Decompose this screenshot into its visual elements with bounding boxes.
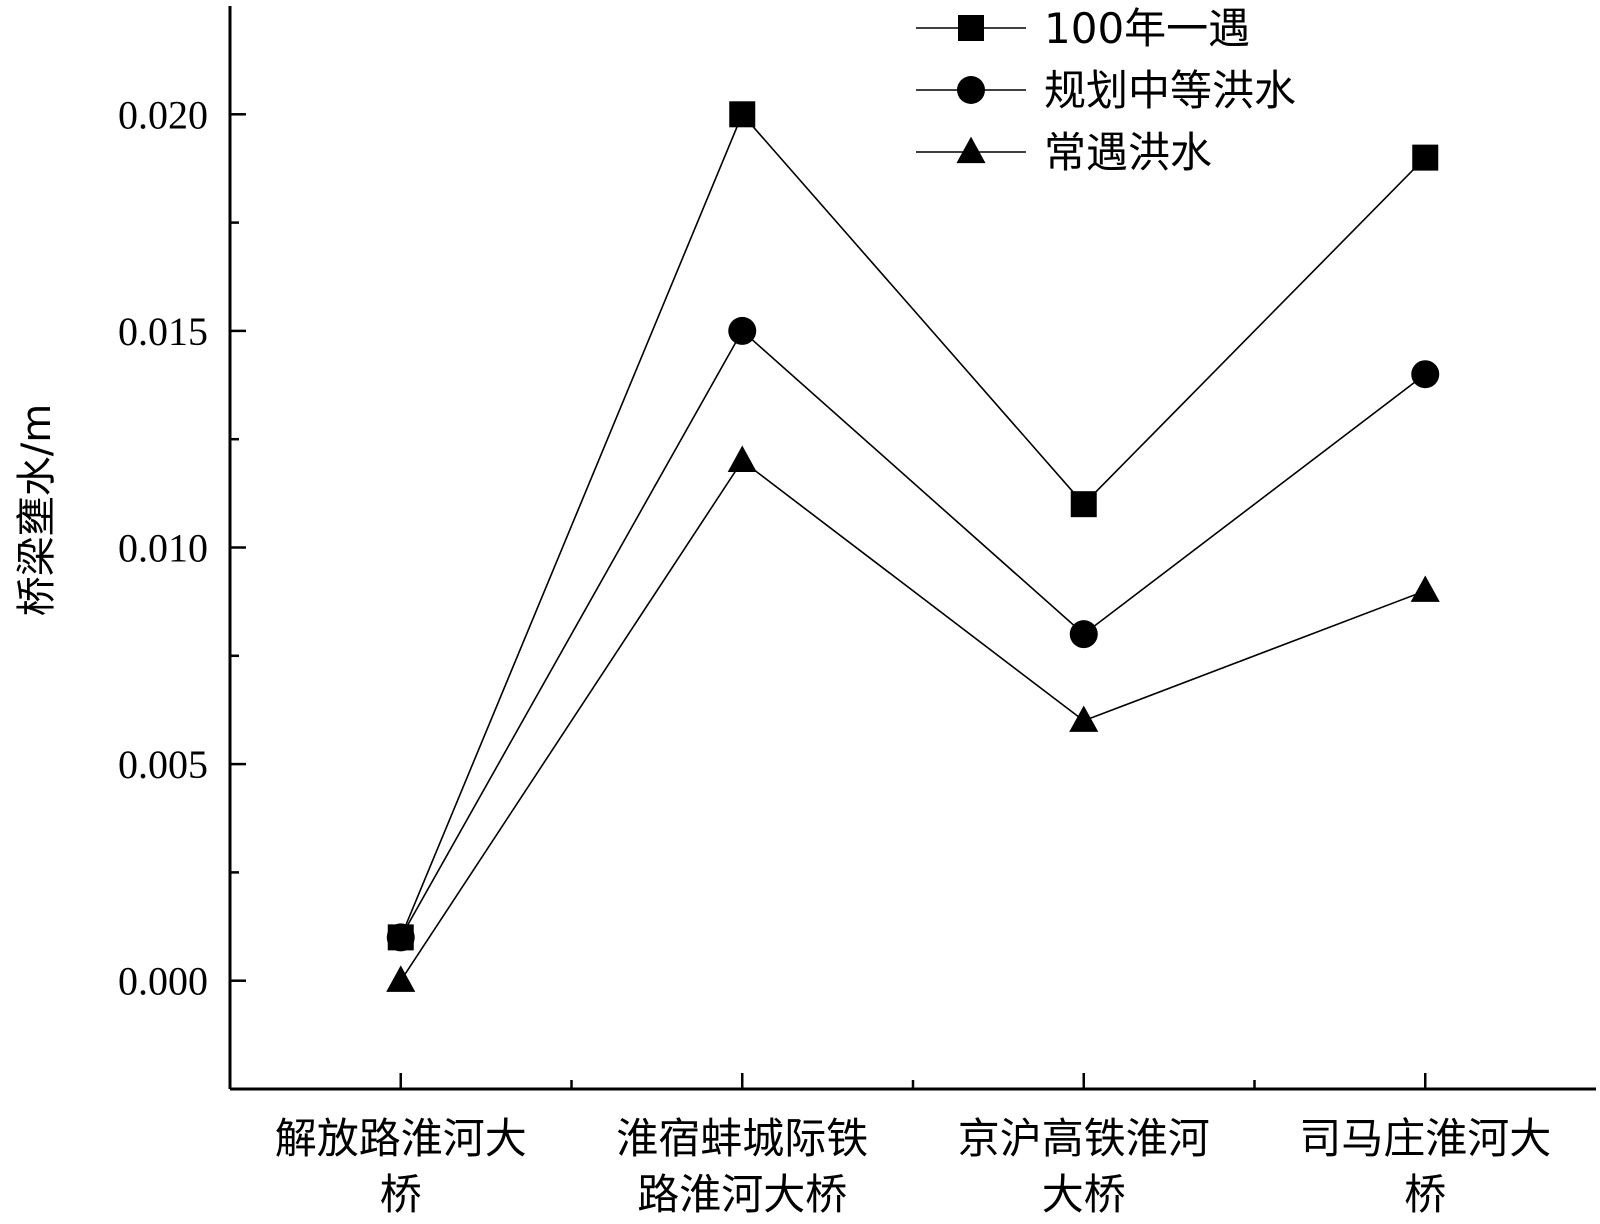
data-point <box>1410 575 1440 602</box>
x-tick-label: 京沪高铁淮河 <box>958 1114 1210 1163</box>
axes: 0.0000.0050.0100.0150.020解放路淮河大桥淮宿蚌城际铁路淮… <box>118 6 1596 1219</box>
legend-label: 规划中等洪水 <box>1044 66 1296 115</box>
data-point <box>729 101 756 128</box>
y-tick-label: 0.000 <box>118 959 208 1004</box>
data-point <box>1069 620 1098 649</box>
series-line <box>400 329 1426 938</box>
legend-item: 常遇洪水 <box>916 128 1212 177</box>
series-layer <box>386 101 1440 992</box>
y-tick-label: 0.005 <box>118 742 208 787</box>
data-point <box>386 965 416 992</box>
legend-item: 规划中等洪水 <box>916 66 1296 115</box>
x-tick-label: 桥 <box>380 1170 422 1219</box>
series-triangle <box>386 445 1440 992</box>
x-tick-label: 淮宿蚌城际铁 <box>616 1114 868 1163</box>
legend-label: 常遇洪水 <box>1044 128 1212 177</box>
legend-marker <box>957 76 985 104</box>
x-tick-label: 司马庄淮河大 <box>1299 1114 1551 1163</box>
legend-marker <box>956 136 986 164</box>
y-tick-label: 0.020 <box>118 92 208 137</box>
series-line <box>400 459 1426 982</box>
x-tick-label: 路淮河大桥 <box>637 1170 847 1219</box>
data-point <box>727 445 757 472</box>
legend-label: 100年一遇 <box>1044 4 1250 53</box>
series-circle <box>386 316 1440 952</box>
data-point <box>386 923 415 952</box>
series-square <box>387 101 1439 951</box>
y-tick-label: 0.010 <box>118 526 208 571</box>
x-tick-label: 桥 <box>1404 1170 1446 1219</box>
data-point <box>1411 360 1440 389</box>
series-line <box>400 112 1426 938</box>
data-point <box>1070 491 1097 518</box>
data-point <box>728 316 757 345</box>
legend-item: 100年一遇 <box>916 4 1250 53</box>
data-point <box>1412 144 1439 171</box>
y-axis-title: 桥梁壅水/m <box>14 404 60 616</box>
legend-marker <box>958 15 984 41</box>
y-tick-label: 0.015 <box>118 309 208 354</box>
x-tick-label: 大桥 <box>1042 1170 1126 1219</box>
data-point <box>1069 705 1099 732</box>
x-tick-label: 解放路淮河大 <box>275 1114 527 1163</box>
